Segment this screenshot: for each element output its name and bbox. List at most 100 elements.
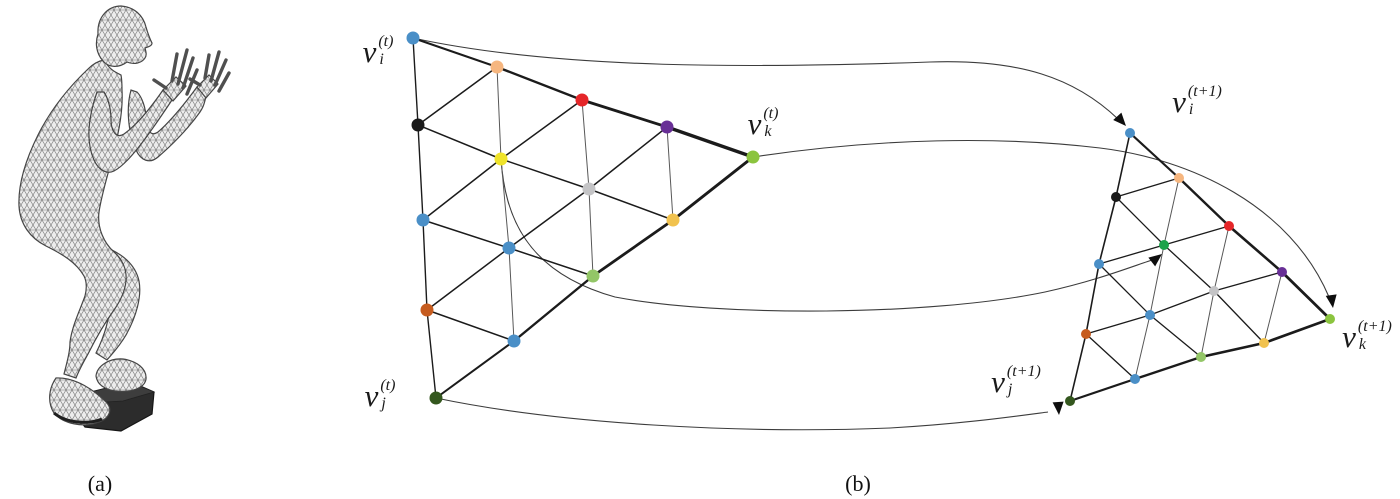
mesh-edge [1133,355,1203,381]
mesh-vertex [1145,310,1155,320]
mesh-edge [412,37,498,68]
mesh-edge [1213,225,1230,292]
mesh-edge [665,125,755,159]
mesh-edge [1149,244,1165,316]
mesh-edge [1262,317,1332,345]
mesh-edge [1134,314,1151,380]
mesh-edge [1115,196,1165,246]
mesh-vertex [1174,173,1184,183]
arrowhead [1113,112,1126,126]
mesh-vertex [1094,259,1104,269]
mesh-vertex [586,269,600,283]
mesh-vertex [502,241,516,255]
mesh-edge [426,247,510,311]
mesh-edge [1149,314,1202,358]
mesh-edge [512,274,595,343]
correspondence-curves [412,37,1330,431]
mesh-edge [588,188,674,221]
mesh-edge [1163,177,1180,246]
mesh-edge [1069,333,1087,402]
near-shoe [49,377,111,426]
mesh-vertex [1224,221,1234,231]
mesh-edge [1263,271,1283,344]
mesh-vertex [1209,286,1219,296]
mesh-vertex [507,334,521,348]
mesh-edge [417,124,424,221]
caption-b: (b) [845,471,871,496]
mesh-vertex [575,93,589,107]
head [95,5,153,67]
mesh-edge [588,188,594,277]
mesh-vertex [660,120,674,134]
mesh-vertex [1277,267,1287,277]
mesh-edge [1163,225,1230,246]
near-arm [88,89,173,173]
mesh-vertex [582,182,596,196]
mesh-edge [1085,314,1151,335]
mesh-edge [417,66,498,126]
mesh-edge [1068,377,1137,403]
mesh-edge [508,188,590,249]
mesh-vertex [1065,396,1075,406]
mesh-edge [1163,244,1215,292]
mesh-vertex [746,150,760,164]
mesh-edge [1098,244,1165,265]
mesh-edge [666,126,674,221]
mesh-edge [426,309,437,399]
mesh-edge [580,98,669,129]
caption-a: (a) [87,471,113,496]
mesh-edge [1098,196,1117,265]
mesh-edge [1200,290,1215,358]
mesh-edge [1115,177,1180,198]
mesh-edge [496,66,502,160]
mesh-vertex [1130,374,1140,384]
mesh-vertex [1196,352,1206,362]
arrowheads [1052,112,1337,415]
arrowhead [1148,254,1162,267]
mesh-edge [1227,224,1284,274]
mesh-vertex [1325,314,1335,324]
arrowhead [1052,401,1064,415]
mesh-edges [412,37,1332,403]
far-hand-fingers [188,50,231,93]
mesh-vertex [1081,329,1091,339]
human-mesh-figure [18,5,231,432]
mesh-edge [581,99,590,190]
correspondence-curve [412,37,1119,120]
mesh-vertex [490,60,504,74]
mesh-vertex [1259,338,1269,348]
mesh-edge [426,309,515,342]
mesh-edge [417,124,502,160]
mesh-vertices [406,31,1335,406]
near-shoe-sole [53,411,103,424]
mesh-edge [1177,176,1231,228]
correspondence-curve [752,139,1330,298]
correspondence-curve [435,397,1049,431]
mesh-vertex [1111,192,1121,202]
mesh-edge [508,247,594,277]
mesh-edge [1115,132,1131,198]
mesh-edge [1085,263,1100,335]
arrowhead [1325,294,1337,308]
correspondence-curve [500,158,1153,312]
mesh-edge [1128,131,1181,180]
mesh-edge [1085,333,1136,380]
mesh-edge [422,158,502,221]
mesh-edge [435,340,515,399]
mesh-edge [1213,271,1283,292]
mesh-edge [422,219,510,249]
mesh-vertex [416,213,430,227]
mesh-edge [1213,290,1265,344]
mesh-edge [588,126,668,190]
mesh-edge [422,219,428,311]
mesh-edge [508,247,515,342]
mesh-vertex [1125,128,1135,138]
near-hand-fingers [152,48,199,96]
mesh-edge [500,158,510,249]
mesh-vertex [420,303,434,317]
mesh-edge [412,37,419,126]
mesh-edge [500,99,583,160]
mesh-edge [591,218,675,278]
